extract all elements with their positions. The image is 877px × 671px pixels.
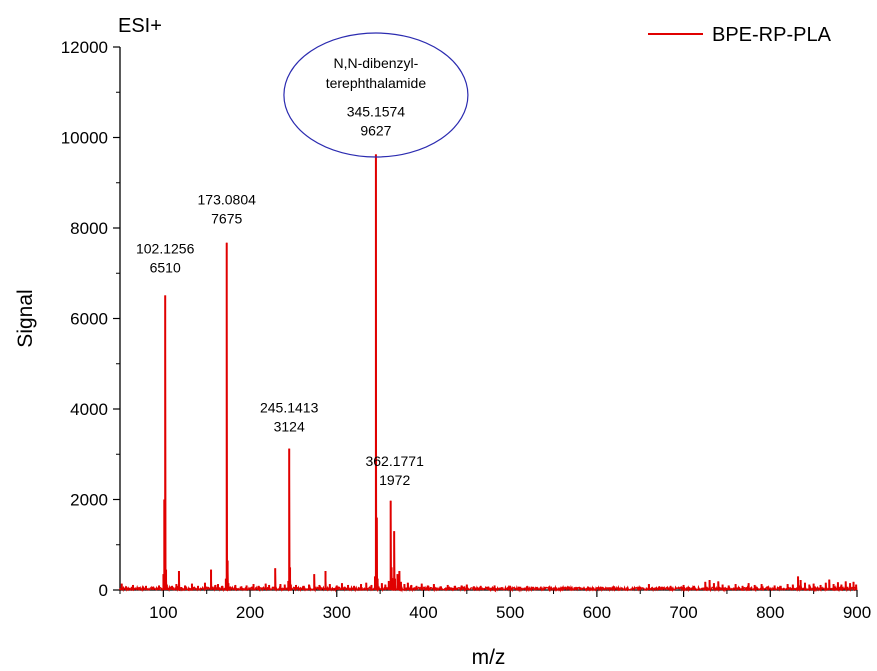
compound-name-line: terephthalamide — [326, 75, 427, 91]
x-axis-title: m/z — [472, 646, 506, 669]
x-tick-label: 100 — [149, 603, 177, 622]
annotations-group: 102.1256 6510 173.0804 7675 245.1413 3124 345.… — [136, 103, 424, 487]
x-tick-label: 900 — [843, 603, 871, 622]
compound-callout-ellipse — [283, 32, 469, 158]
peak-intensity-label: 1972 — [379, 472, 410, 488]
x-tick-label: 500 — [496, 603, 524, 622]
y-tick-label: 2000 — [70, 491, 108, 510]
legend-group: BPE-RP-PLA — [648, 24, 832, 46]
y-tick-label: 6000 — [70, 310, 108, 329]
peak-mz-label: 362.1771 — [365, 453, 424, 469]
x-tick-label: 300 — [323, 603, 351, 622]
legend-label: BPE-RP-PLA — [712, 24, 832, 46]
x-tick-label: 700 — [669, 603, 697, 622]
compound-name-line: N,N-dibenzyl- — [334, 55, 419, 71]
y-tick-label: 12000 — [61, 38, 108, 57]
ionization-mode-label: ESI+ — [118, 15, 162, 37]
peak-intensity-label: 7675 — [211, 211, 242, 227]
series-group — [119, 154, 858, 593]
peak-mz-label: 345.1574 — [347, 103, 406, 119]
peak-mz-label: 102.1256 — [136, 240, 195, 256]
y-tick-label: 10000 — [61, 129, 108, 148]
peak-intensity-label: 9627 — [360, 122, 391, 138]
x-tick-label: 400 — [409, 603, 437, 622]
y-tick-label: 4000 — [70, 400, 108, 419]
peak-intensity-label: 6510 — [150, 259, 181, 275]
axes-group: 0 2000 4000 6000 8000 10000 12000 100 200 300 400 5… — [14, 15, 871, 669]
x-tick-label: 800 — [756, 603, 784, 622]
peak-mz-label: 173.0804 — [198, 192, 257, 208]
y-tick-label: 0 — [99, 581, 108, 600]
peak-mz-label: 245.1413 — [260, 400, 319, 416]
y-axis-title: Signal — [14, 289, 37, 347]
x-tick-label: 600 — [583, 603, 611, 622]
peak-intensity-label: 3124 — [274, 419, 305, 435]
y-tick-label: 8000 — [70, 219, 108, 238]
callout-group: N,N-dibenzyl-terephthalamide — [283, 32, 469, 158]
x-tick-label: 200 — [236, 603, 264, 622]
